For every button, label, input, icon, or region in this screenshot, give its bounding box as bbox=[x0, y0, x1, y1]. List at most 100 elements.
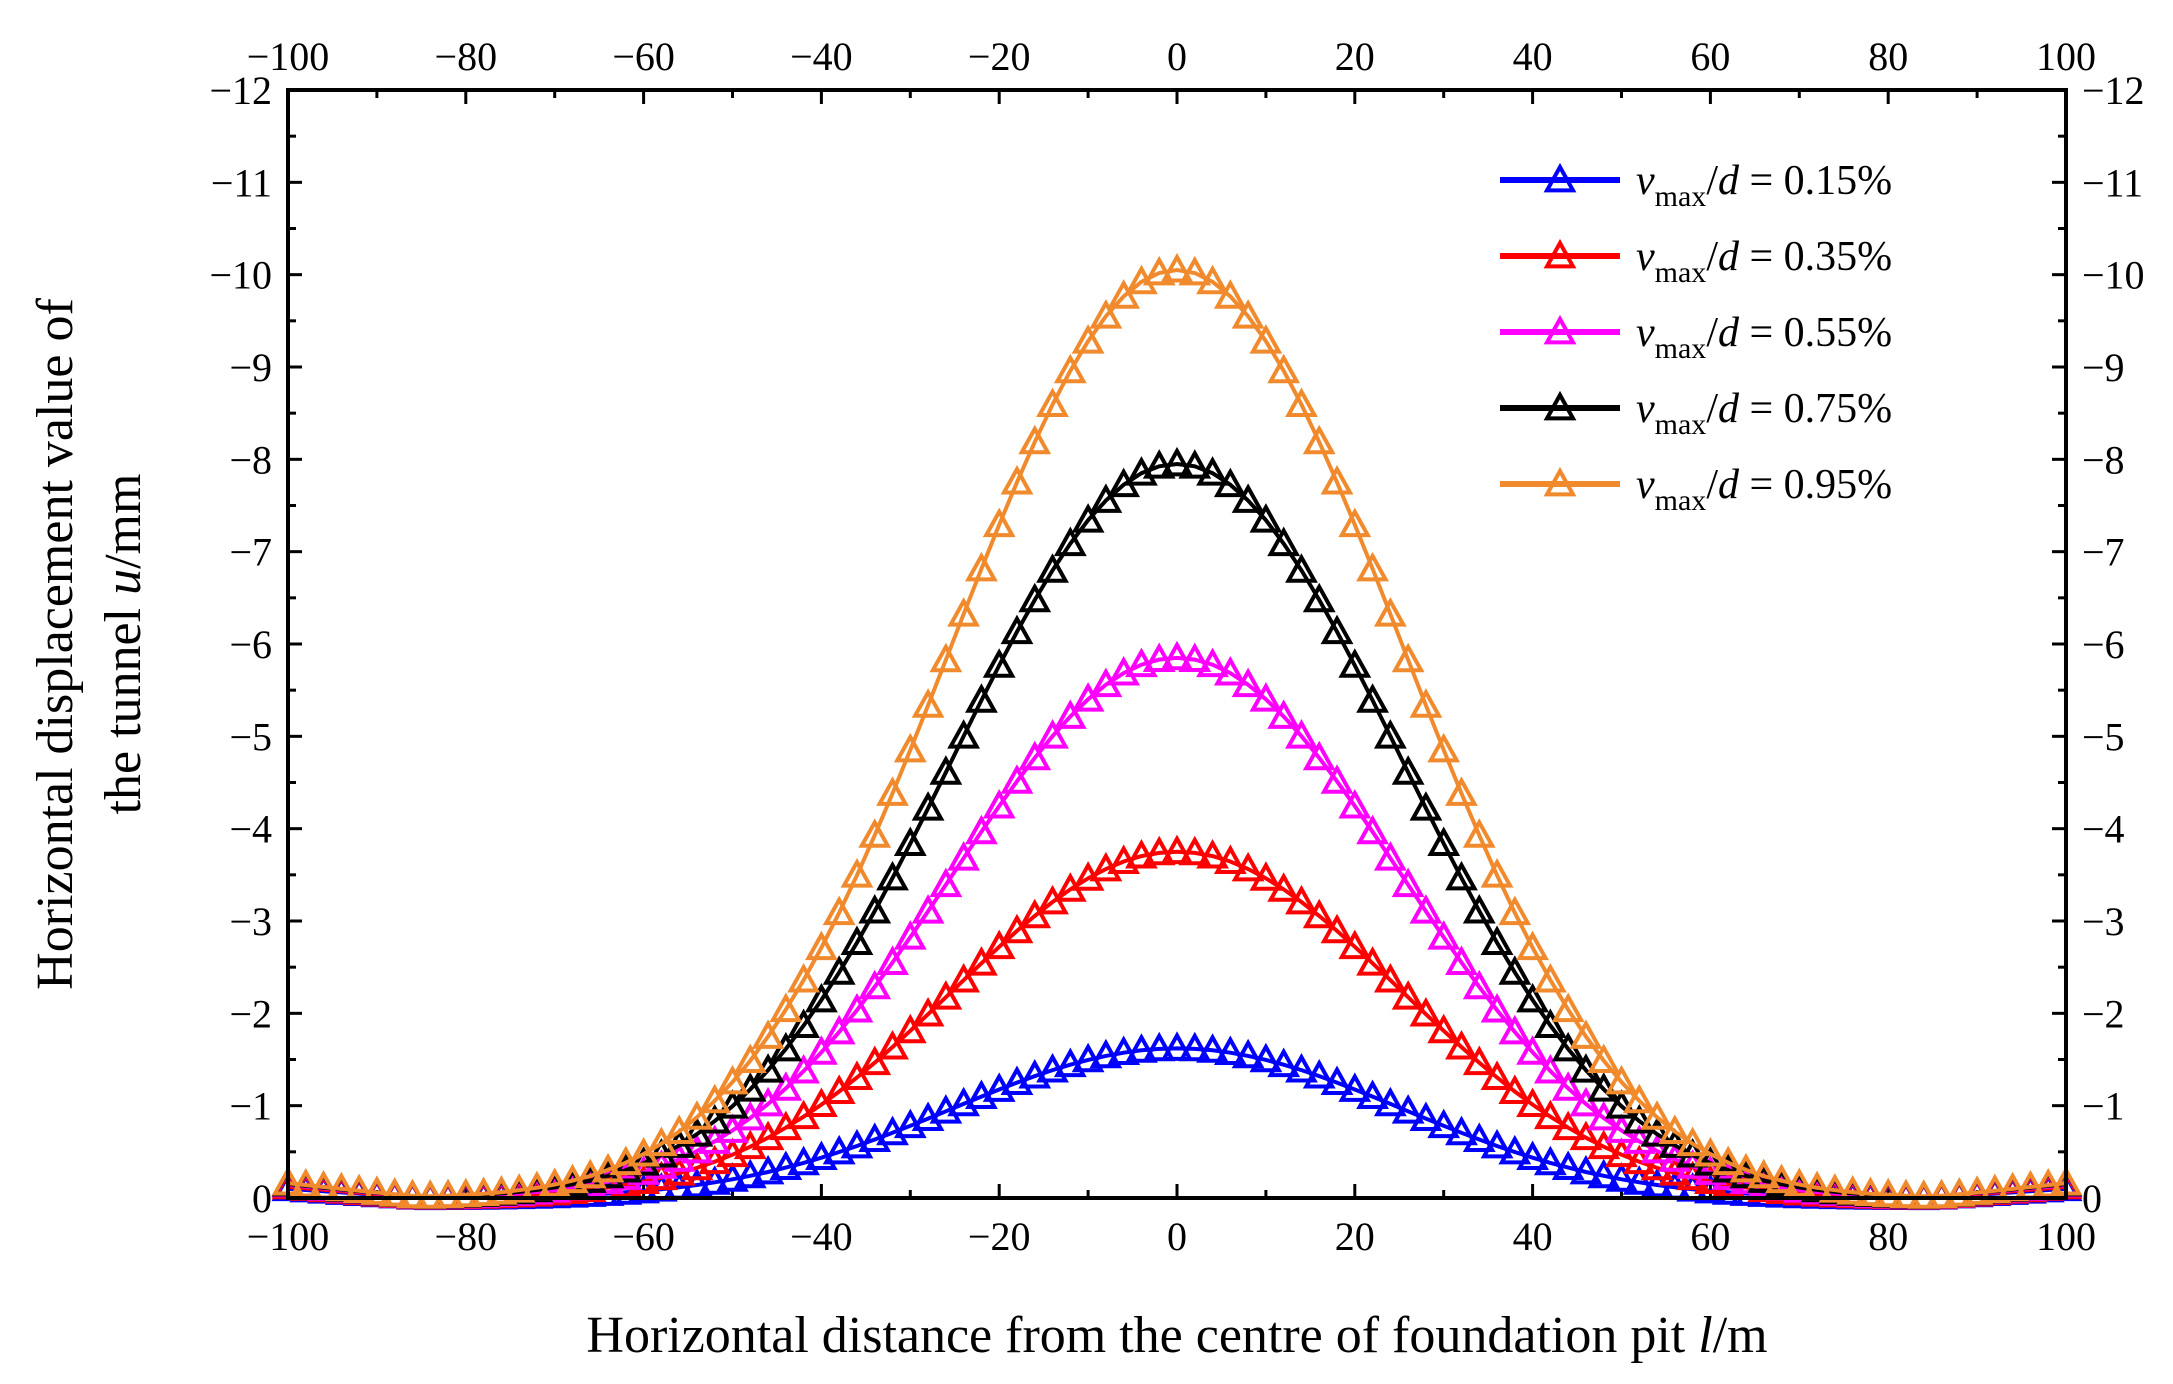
series-point-2 bbox=[1445, 945, 1478, 975]
series-point-3 bbox=[1071, 503, 1105, 533]
series-point-1 bbox=[1569, 1120, 1603, 1151]
y-tick-label-left: −4 bbox=[229, 807, 272, 852]
series-point-4 bbox=[1694, 1136, 1727, 1167]
series-point-4 bbox=[1729, 1152, 1763, 1183]
series-point-4 bbox=[1605, 1064, 1638, 1095]
series-point-1 bbox=[1356, 946, 1389, 976]
series-point-4 bbox=[1302, 424, 1336, 455]
y-tick-label-right: −7 bbox=[2082, 530, 2125, 575]
series-point-4 bbox=[1711, 1145, 1745, 1176]
legend-marker bbox=[1543, 314, 1577, 345]
series-point-3 bbox=[1391, 755, 1425, 785]
y-tick-label-left: −5 bbox=[229, 714, 272, 759]
series-point-4 bbox=[1427, 732, 1461, 763]
x-tick-label-bottom: −80 bbox=[435, 1214, 498, 1259]
series-0 bbox=[271, 1031, 2083, 1211]
series-point-4 bbox=[1836, 1175, 1870, 1205]
series-point-1 bbox=[1338, 929, 1372, 960]
series-point-0 bbox=[1320, 1065, 1354, 1096]
series-2 bbox=[271, 640, 2083, 1210]
series-point-3 bbox=[1196, 456, 1229, 486]
x-tick-label-bottom: −40 bbox=[790, 1214, 853, 1259]
y-axis-title-unit: /mm bbox=[95, 474, 152, 569]
series-point-2 bbox=[1320, 764, 1354, 794]
series-line-1 bbox=[287, 849, 2067, 1200]
series-point-3 bbox=[1142, 449, 1176, 479]
series-point-3 bbox=[1711, 1152, 1745, 1183]
series-point-4 bbox=[502, 1173, 536, 1203]
series-point-3 bbox=[982, 648, 1016, 678]
series-point-3 bbox=[1462, 893, 1496, 924]
series-point-4 bbox=[1409, 688, 1443, 718]
series-point-0 bbox=[1551, 1150, 1585, 1181]
y-tick-label-left: −8 bbox=[229, 437, 272, 482]
series-point-1 bbox=[1142, 835, 1176, 866]
series-point-3 bbox=[787, 1008, 821, 1039]
series-point-3 bbox=[1338, 648, 1372, 678]
series-point-4 bbox=[1178, 255, 1212, 286]
series-point-2 bbox=[1231, 667, 1265, 698]
series-point-0 bbox=[1142, 1031, 1176, 1062]
series-point-4 bbox=[840, 858, 874, 888]
y-tick-label-left: −6 bbox=[229, 622, 272, 667]
series-point-0 bbox=[1302, 1059, 1336, 1089]
series-point-2 bbox=[1018, 740, 1052, 771]
series-point-3 bbox=[893, 826, 927, 857]
y-tick-label-right: −5 bbox=[2082, 714, 2125, 759]
series-point-4 bbox=[1907, 1179, 1941, 1209]
series-point-3 bbox=[1036, 553, 1069, 583]
series-point-2 bbox=[1338, 788, 1372, 819]
series-point-4 bbox=[947, 597, 981, 627]
series-point-2 bbox=[982, 788, 1016, 819]
series-point-4 bbox=[1320, 465, 1354, 495]
series-point-4 bbox=[1658, 1114, 1692, 1144]
series-point-3 bbox=[1249, 503, 1283, 533]
legend-label: vmax/d = 0.35% bbox=[1636, 234, 1892, 289]
series-point-0 bbox=[1498, 1134, 1532, 1165]
legend-marker bbox=[1543, 466, 1577, 497]
series-point-2 bbox=[1178, 642, 1212, 672]
series-point-1 bbox=[947, 963, 981, 993]
series-point-2 bbox=[769, 1071, 803, 1101]
series-point-0 bbox=[1125, 1033, 1158, 1063]
series-point-2 bbox=[893, 920, 927, 950]
series-point-4 bbox=[733, 1043, 767, 1073]
series-point-3 bbox=[1640, 1117, 1674, 1147]
series-point-3 bbox=[1053, 526, 1087, 557]
series-point-2 bbox=[1036, 719, 1069, 749]
x-tick-label-bottom: 20 bbox=[1335, 1214, 1375, 1259]
y-tick-label-right: −6 bbox=[2082, 622, 2125, 667]
series-point-4 bbox=[1978, 1173, 2012, 1204]
x-tick-label-bottom: 40 bbox=[1513, 1214, 1553, 1259]
series-point-1 bbox=[929, 980, 963, 1010]
series-point-1 bbox=[840, 1060, 874, 1090]
y-axis-title-line1: Horizontal displacement value of bbox=[27, 297, 84, 989]
series-point-4 bbox=[982, 507, 1016, 538]
series-point-3 bbox=[1089, 483, 1123, 513]
legend-label: vmax/d = 0.15% bbox=[1636, 158, 1892, 213]
series-point-2 bbox=[805, 1035, 838, 1065]
series-point-4 bbox=[431, 1178, 465, 1209]
series-point-1 bbox=[1213, 844, 1247, 874]
series-point-4 bbox=[1854, 1176, 1887, 1207]
series-point-1 bbox=[965, 946, 998, 976]
series-point-4 bbox=[1160, 252, 1194, 283]
series-point-1 bbox=[1178, 835, 1212, 866]
series-point-1 bbox=[1160, 834, 1194, 865]
x-tick-label-top: 40 bbox=[1513, 34, 1553, 79]
series-point-1 bbox=[1018, 898, 1052, 929]
series-point-0 bbox=[751, 1154, 785, 1185]
series-point-1 bbox=[1445, 1029, 1478, 1060]
series-point-3 bbox=[1516, 982, 1549, 1013]
series-point-1 bbox=[982, 929, 1016, 960]
series-line-3 bbox=[287, 461, 2067, 1199]
series-point-4 bbox=[2031, 1167, 2065, 1198]
series-point-0 bbox=[1462, 1122, 1496, 1152]
legend-label: vmax/d = 0.95% bbox=[1636, 462, 1892, 517]
series-point-4 bbox=[1018, 424, 1052, 455]
series-point-2 bbox=[947, 841, 981, 871]
series-point-1 bbox=[822, 1074, 856, 1104]
series-point-1 bbox=[1125, 839, 1158, 869]
series-point-3 bbox=[1356, 683, 1389, 713]
series-point-4 bbox=[1942, 1177, 1976, 1207]
